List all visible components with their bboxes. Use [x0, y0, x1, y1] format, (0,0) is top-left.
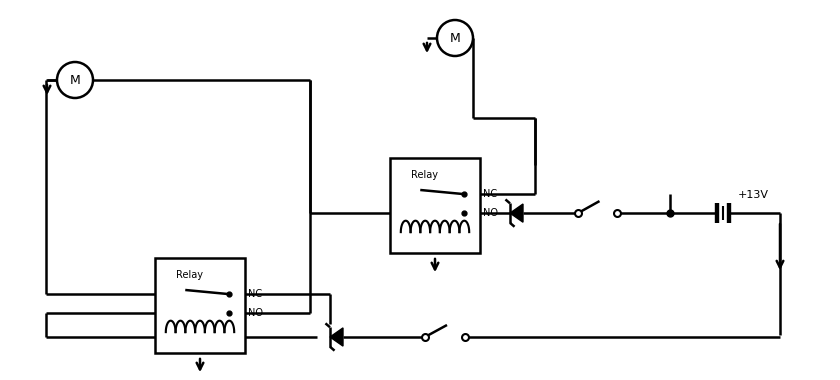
- Text: NC: NC: [248, 289, 262, 299]
- Bar: [155, 258, 245, 353]
- Text: NC: NC: [483, 189, 497, 199]
- Polygon shape: [510, 204, 523, 222]
- Text: +13V: +13V: [738, 190, 769, 200]
- Polygon shape: [330, 328, 343, 346]
- Text: Relay: Relay: [411, 170, 438, 180]
- Text: M: M: [449, 32, 460, 44]
- Text: M: M: [70, 73, 81, 87]
- Text: NO: NO: [248, 308, 263, 318]
- Text: Relay: Relay: [176, 270, 202, 280]
- Bar: [390, 158, 480, 253]
- Text: NO: NO: [483, 208, 498, 218]
